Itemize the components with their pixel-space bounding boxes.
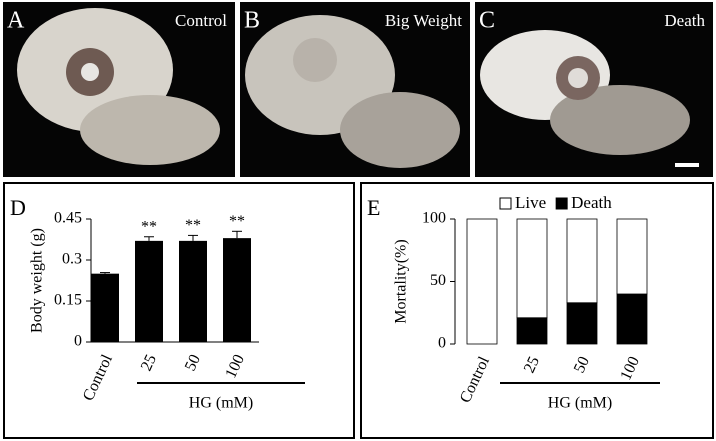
y-tick-label: 50 bbox=[430, 272, 446, 289]
bar bbox=[223, 238, 251, 342]
panel-letter: D bbox=[10, 195, 26, 220]
y-axis-label: Mortality(%) bbox=[393, 239, 410, 323]
bar-segment bbox=[516, 317, 548, 345]
x-tick-label: 25 bbox=[138, 352, 160, 374]
x-tick-label: 50 bbox=[182, 352, 204, 374]
bar-segment bbox=[516, 218, 548, 319]
y-tick-label: 0 bbox=[438, 335, 446, 352]
y-tick-label: 0.15 bbox=[54, 292, 82, 309]
y-tick-label: 0 bbox=[74, 333, 82, 350]
x-axis-label: HG (mM) bbox=[189, 395, 253, 412]
y-tick-label: 0.3 bbox=[62, 251, 82, 268]
bar-segment bbox=[616, 293, 648, 345]
x-tick-label: 25 bbox=[521, 354, 543, 376]
photo-c bbox=[475, 2, 713, 177]
panel-frame bbox=[3, 182, 355, 439]
x-tick-label: 100 bbox=[617, 354, 643, 383]
legend-label: Live bbox=[515, 193, 546, 212]
legend-label: Death bbox=[571, 193, 612, 212]
legend-swatch bbox=[555, 197, 568, 210]
bar bbox=[91, 273, 119, 342]
bar-segment bbox=[616, 218, 648, 295]
significance: ** bbox=[229, 213, 245, 230]
bar-segment bbox=[466, 218, 498, 345]
photo-a bbox=[3, 2, 235, 177]
legend-swatch bbox=[499, 197, 512, 210]
panel-letter: B bbox=[244, 8, 260, 34]
y-axis-label: Body weight (g) bbox=[29, 228, 46, 333]
panel-letter: C bbox=[479, 8, 495, 34]
photo-b bbox=[240, 2, 470, 177]
x-tick-label: 50 bbox=[571, 354, 593, 376]
photo-label: Death bbox=[664, 11, 705, 30]
bar bbox=[135, 240, 163, 342]
x-tick-label: 100 bbox=[222, 352, 248, 381]
x-axis-label: HG (mM) bbox=[548, 395, 612, 412]
x-tick-label: Control bbox=[457, 354, 493, 406]
panel-letter: A bbox=[7, 8, 25, 34]
bar-segment bbox=[566, 218, 598, 304]
y-tick-label: 0.45 bbox=[54, 210, 82, 227]
panel-letter: E bbox=[367, 195, 380, 220]
photo-label: Big Weight bbox=[385, 11, 462, 30]
significance: ** bbox=[141, 218, 157, 235]
photo-label: Control bbox=[175, 11, 227, 30]
bar bbox=[179, 240, 207, 342]
x-tick-label: Control bbox=[80, 352, 116, 404]
bar-segment bbox=[566, 302, 598, 345]
y-tick-label: 100 bbox=[422, 210, 446, 227]
significance: ** bbox=[185, 217, 201, 234]
panel-frame bbox=[360, 182, 714, 439]
